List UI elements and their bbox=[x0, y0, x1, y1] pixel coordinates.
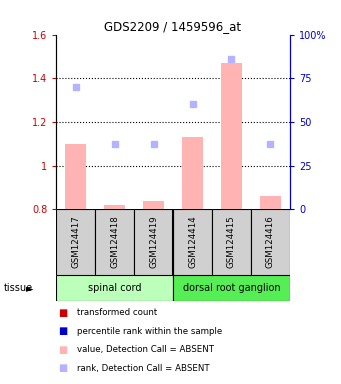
Text: GSM124415: GSM124415 bbox=[227, 215, 236, 268]
Text: GSM124416: GSM124416 bbox=[266, 215, 275, 268]
Text: ■: ■ bbox=[58, 326, 67, 336]
Bar bbox=[212, 209, 251, 275]
Text: ►: ► bbox=[26, 283, 33, 293]
Text: GSM124414: GSM124414 bbox=[188, 215, 197, 268]
Text: ■: ■ bbox=[58, 308, 67, 318]
Text: GSM124418: GSM124418 bbox=[110, 215, 119, 268]
Text: rank, Detection Call = ABSENT: rank, Detection Call = ABSENT bbox=[77, 364, 209, 373]
Text: value, Detection Call = ABSENT: value, Detection Call = ABSENT bbox=[77, 345, 214, 354]
Text: spinal cord: spinal cord bbox=[88, 283, 142, 293]
Bar bbox=[251, 209, 290, 275]
Text: percentile rank within the sample: percentile rank within the sample bbox=[77, 327, 222, 336]
Bar bbox=[260, 196, 281, 209]
Bar bbox=[221, 63, 242, 209]
Text: GSM124417: GSM124417 bbox=[71, 215, 80, 268]
Bar bbox=[56, 275, 173, 301]
Bar bbox=[182, 137, 203, 209]
Bar bbox=[173, 209, 212, 275]
Text: GSM124419: GSM124419 bbox=[149, 215, 158, 268]
Text: tissue: tissue bbox=[3, 283, 32, 293]
Bar bbox=[173, 275, 290, 301]
Bar bbox=[56, 209, 95, 275]
Text: ■: ■ bbox=[58, 345, 67, 355]
Title: GDS2209 / 1459596_at: GDS2209 / 1459596_at bbox=[104, 20, 242, 33]
Bar bbox=[95, 209, 134, 275]
Bar bbox=[65, 144, 86, 209]
Text: ■: ■ bbox=[58, 363, 67, 373]
Bar bbox=[143, 200, 164, 209]
Text: dorsal root ganglion: dorsal root ganglion bbox=[183, 283, 280, 293]
Text: transformed count: transformed count bbox=[77, 308, 157, 318]
Bar bbox=[104, 205, 125, 209]
Bar bbox=[134, 209, 173, 275]
